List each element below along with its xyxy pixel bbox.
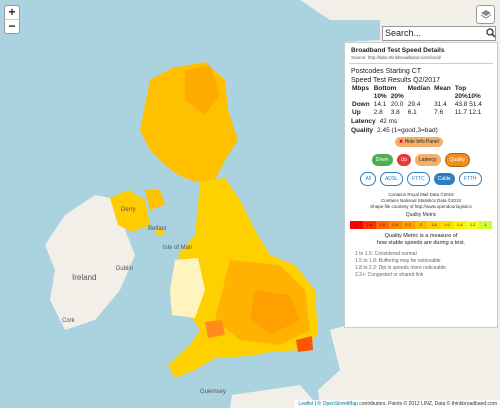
postcode-heading: Postcodes Starting CT: [351, 68, 422, 75]
tech-cable-button[interactable]: Cable: [433, 173, 455, 185]
top-header: Top: [454, 85, 467, 92]
up-button[interactable]: Up: [396, 154, 412, 166]
table-row: Down 14.1 20.0 29.4 31.4 43.8 51.4: [352, 101, 482, 108]
northern-ireland-region: [110, 190, 150, 232]
credit-royal-mail: Contains Royal Mail Data ©2015: [388, 192, 454, 197]
hide-info-panel-button[interactable]: ✖ Hide Info Panel: [395, 137, 443, 147]
bottom20-header: 20%: [390, 93, 404, 100]
quality-button[interactable]: Quality: [444, 153, 471, 167]
map-attribution: Leaflet | © OpenStreetMap contributors. …: [295, 400, 500, 408]
mbps-header: Mbps: [352, 85, 369, 92]
credit-ons: Contains National Statistics Data ©2015: [380, 198, 462, 203]
layers-icon: [480, 9, 491, 19]
panel-source: Source: http://labs.thinkbroadband.com/l…: [351, 55, 442, 60]
leaflet-link[interactable]: Leaflet: [298, 401, 314, 407]
ct-region: [296, 336, 313, 352]
map-label-cork: Cork: [62, 318, 75, 324]
legend-title: Quality Metric: [405, 212, 437, 218]
latency-row: Latency 42 ms: [351, 118, 398, 125]
bottom-header: Bottom: [373, 85, 397, 92]
map-label-belfast: Belfast: [148, 226, 167, 232]
map-label-guernsey: Guernsey: [200, 389, 227, 395]
map-label-ireland: Ireland: [72, 273, 97, 282]
ireland-land: [45, 195, 135, 330]
mean-header: Mean: [434, 85, 451, 92]
search-icon: [486, 28, 496, 38]
zoom-out-button[interactable]: −: [5, 19, 19, 33]
search-button[interactable]: [485, 27, 497, 39]
search-input[interactable]: Search...: [382, 26, 496, 41]
info-panel: Broadband Test Speed Details Source: htt…: [344, 42, 498, 328]
median-header: Median: [407, 85, 431, 92]
credit-shapefile: Shape file courtesy of http://www.opendo…: [370, 204, 472, 209]
tech-ftth-button[interactable]: FTTH: [458, 172, 482, 186]
quality-key: 1 to 1.5: Considered normal 1.5 to 1.8: …: [355, 251, 446, 278]
latency-button[interactable]: Latency: [415, 154, 441, 166]
metric-buttons: Down Up Latency Quality: [345, 153, 497, 167]
tech-buttons: All ADSL FTTC Cable FTTH: [345, 172, 497, 186]
map-label-isle-of-man: Isle of Man: [163, 245, 193, 251]
tech-adsl-button[interactable]: ADSL: [379, 172, 404, 186]
speed-table: Mbps Bottom Median Mean Top 10% 20% 20%1…: [350, 85, 484, 117]
tech-all-button[interactable]: All: [360, 172, 377, 186]
tech-fttc-button[interactable]: FTTC: [406, 172, 430, 186]
wales-region: [170, 258, 205, 318]
top2010-header: 20%10%: [454, 93, 481, 100]
zoom-control: + −: [4, 5, 20, 34]
close-icon: ✖: [399, 139, 404, 145]
results-heading: Speed Test Results Q2/2017: [351, 77, 440, 84]
quality-note: Quality Metric is a measure of how stabl…: [376, 233, 466, 246]
quality-row: Quality 2.45 (1=good,3=bad): [351, 127, 438, 134]
table-row: Up 2.8 3.8 6.1 7.6 11.7 12.1: [352, 109, 482, 116]
down-button[interactable]: Down: [371, 154, 393, 166]
panel-title: Broadband Test Speed Details: [351, 47, 445, 54]
layers-button[interactable]: [476, 5, 495, 24]
zoom-in-button[interactable]: +: [8, 5, 16, 19]
map-label-derry: Derry: [121, 207, 136, 213]
osm-link[interactable]: © OpenStreetMap: [317, 401, 358, 407]
map-label-dublin: Dublin: [116, 266, 134, 272]
quality-legend: 3 2.8 2.6 2.4 2.2 2 1.8 1.6 1.4 1.2 1: [350, 221, 492, 229]
bottom10-header: 10%: [373, 93, 387, 100]
